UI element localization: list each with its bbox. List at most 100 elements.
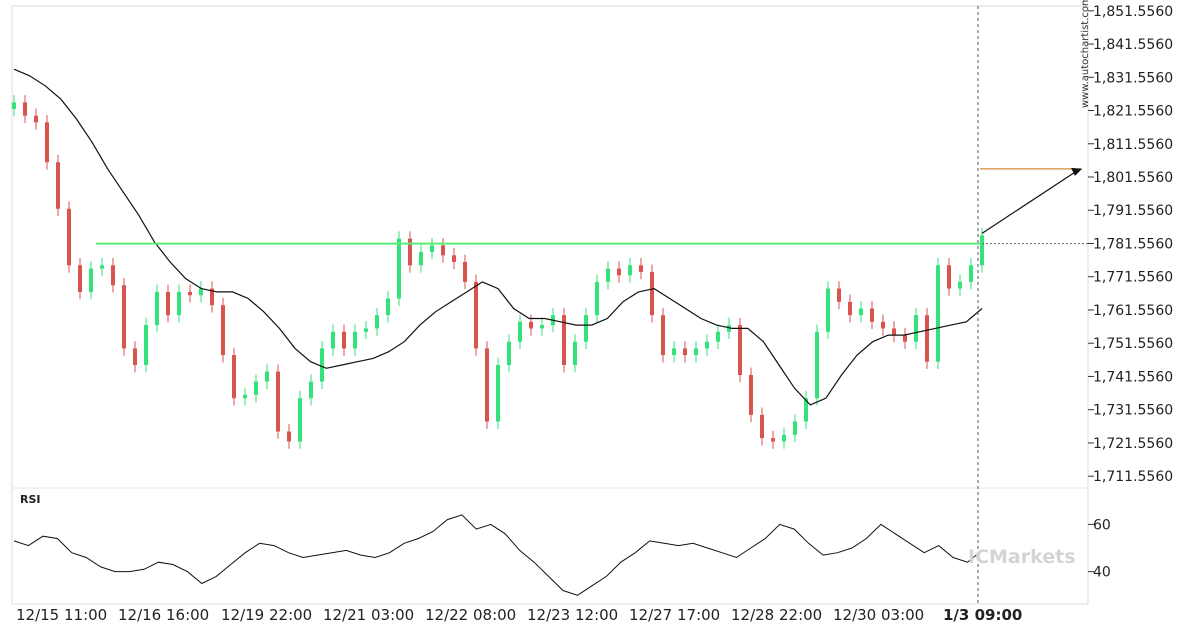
watermark-vertical: www.autochartist.com <box>1080 0 1091 108</box>
candle-body <box>397 238 401 299</box>
rsi-line <box>13 514 983 596</box>
x-tick-label: 12/30 03:00 <box>833 606 924 624</box>
candle-body <box>485 348 489 422</box>
candle-body <box>958 281 962 289</box>
candle-body <box>34 115 38 123</box>
candle-body <box>936 265 940 362</box>
candle-body <box>672 348 676 356</box>
y-tick-label: 1,721.5560 <box>1093 436 1173 452</box>
candle-body <box>881 321 885 329</box>
candle-body <box>199 288 203 296</box>
candle-body <box>496 365 500 422</box>
candle-body <box>221 305 225 356</box>
candle-body <box>474 281 478 349</box>
candle-body <box>606 268 610 282</box>
candle-body <box>144 325 148 366</box>
candle-body <box>771 438 775 442</box>
candle-body <box>793 421 797 435</box>
candle-body <box>518 321 522 342</box>
candles <box>12 95 984 449</box>
candle-body <box>749 374 753 415</box>
candle-body <box>342 331 346 349</box>
candle-body <box>892 328 896 336</box>
candle-body <box>562 315 566 366</box>
candle-body <box>232 355 236 399</box>
candle-body <box>122 285 126 349</box>
candle-body <box>837 288 841 302</box>
rsi-axis: 60 40 <box>1088 517 1111 581</box>
candle-body <box>738 325 742 375</box>
candle-body <box>925 315 929 362</box>
candle-body <box>683 348 687 356</box>
y-tick-label: 1,771.5560 <box>1093 270 1173 286</box>
candle-body <box>705 341 709 349</box>
candle-body <box>56 162 60 209</box>
candle-body <box>23 102 27 116</box>
candle-body <box>848 301 852 316</box>
projection-arrow-head <box>1071 167 1082 176</box>
candle-body <box>980 235 984 266</box>
candle-body <box>188 291 192 296</box>
y-tick-label: 1,711.5560 <box>1093 469 1173 485</box>
candle-body <box>89 268 93 292</box>
candle-body <box>12 102 16 110</box>
x-tick-label: 12/19 22:00 <box>221 606 312 624</box>
y-tick-label: 1,751.5560 <box>1093 336 1173 352</box>
y-tick-label: 1,811.5560 <box>1093 137 1173 153</box>
rsi-tick-label: 60 <box>1093 517 1111 533</box>
candle-body <box>265 371 269 382</box>
candle-body <box>529 321 533 329</box>
y-tick-label: 1,791.5560 <box>1093 203 1173 219</box>
x-tick-label: 12/27 17:00 <box>629 606 720 624</box>
y-tick-label: 1,831.5560 <box>1093 70 1173 86</box>
candle-body <box>298 398 302 442</box>
y-tick-label: 1,821.5560 <box>1093 104 1173 120</box>
candle-body <box>287 431 291 442</box>
y-tick-label: 1,781.5560 <box>1093 236 1173 252</box>
y-axis: 1,851.5560 1,841.5560 1,831.5560 1,821.5560… <box>1088 4 1173 485</box>
candle-body <box>111 265 115 286</box>
candle-body <box>595 281 599 316</box>
candle-body <box>320 348 324 382</box>
y-tick-label: 1,801.5560 <box>1093 170 1173 186</box>
y-tick-label: 1,851.5560 <box>1093 4 1173 20</box>
candle-body <box>903 335 907 342</box>
candle-body <box>78 265 82 292</box>
candle-body <box>375 315 379 329</box>
candle-body <box>133 348 137 366</box>
x-tick-label: 12/22 08:00 <box>425 606 516 624</box>
candle-body <box>67 208 71 266</box>
candle-body <box>870 308 874 322</box>
rsi-plot <box>13 514 983 596</box>
candle-body <box>782 434 786 442</box>
candle-body <box>441 245 445 256</box>
y-tick-label: 1,761.5560 <box>1093 303 1173 319</box>
y-tick-label: 1,741.5560 <box>1093 369 1173 385</box>
rsi-tick-label: 40 <box>1093 565 1111 581</box>
projection-arrow-line <box>981 168 1081 234</box>
y-tick-label: 1,841.5560 <box>1093 37 1173 53</box>
candle-body <box>947 265 951 289</box>
x-tick-label: 12/16 16:00 <box>118 606 209 624</box>
x-tick-label: 12/28 22:00 <box>731 606 822 624</box>
candle-body <box>243 394 247 399</box>
candle-body <box>584 315 588 342</box>
candle-body <box>804 398 808 422</box>
candle-body <box>430 245 434 252</box>
candle-body <box>859 308 863 316</box>
candle-body <box>540 325 544 329</box>
candle-body <box>210 288 214 306</box>
x-axis: 12/15 11:00 12/16 16:00 12/19 22:00 12/21 0… <box>16 606 1022 624</box>
candle-body <box>364 328 368 332</box>
y-tick-label: 1,731.5560 <box>1093 403 1173 419</box>
candle-body <box>100 265 104 269</box>
candle-body <box>716 331 720 342</box>
candle-body <box>353 331 357 349</box>
overlays <box>13 6 1088 604</box>
candle-body <box>309 381 313 399</box>
candle-body <box>969 265 973 282</box>
candle-body <box>452 255 456 262</box>
candle-body <box>177 291 181 316</box>
